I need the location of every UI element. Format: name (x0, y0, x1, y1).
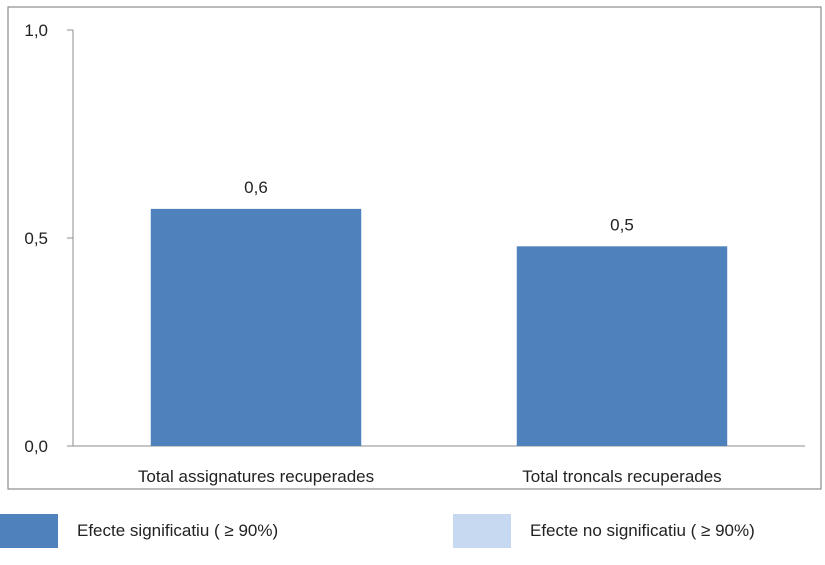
bar (150, 208, 362, 446)
legend-item-significant: Efecte significatiu ( ≥ 90%) (0, 514, 278, 548)
bar-chart: 0,0 0,5 1,0 0,6 0,5 Total assignatures recu… (7, 6, 822, 490)
legend-swatch-not-significant (453, 514, 511, 548)
legend: Efecte significatiu ( ≥ 90%) Efecte no s… (0, 514, 825, 548)
x-tick-label: Total troncals recuperades (522, 467, 721, 486)
data-labels: 0,6 0,5 (244, 178, 634, 234)
legend-label-significant: Efecte significatiu ( ≥ 90%) (77, 521, 279, 540)
legend-swatch-significant (0, 514, 58, 548)
legend-item-not-significant: Efecte no significatiu ( ≥ 90%) (453, 514, 755, 548)
y-tick-label: 0,0 (24, 437, 48, 456)
bars (150, 208, 728, 446)
bar (516, 246, 728, 446)
y-tick-label: 1,0 (24, 21, 48, 40)
bar-value-label: 0,5 (610, 215, 634, 234)
x-tick-label: Total assignatures recuperades (138, 467, 374, 486)
chart-canvas: 0,0 0,5 1,0 0,6 0,5 Total assignatures recu… (7, 6, 822, 490)
x-axis-ticks: Total assignatures recuperades Total tron… (138, 467, 722, 486)
legend-label-not-significant: Efecte no significatiu ( ≥ 90%) (530, 521, 755, 540)
y-tick-label: 0,5 (24, 229, 48, 248)
bar-value-label: 0,6 (244, 178, 268, 197)
y-axis-ticks: 0,0 0,5 1,0 (24, 21, 73, 456)
